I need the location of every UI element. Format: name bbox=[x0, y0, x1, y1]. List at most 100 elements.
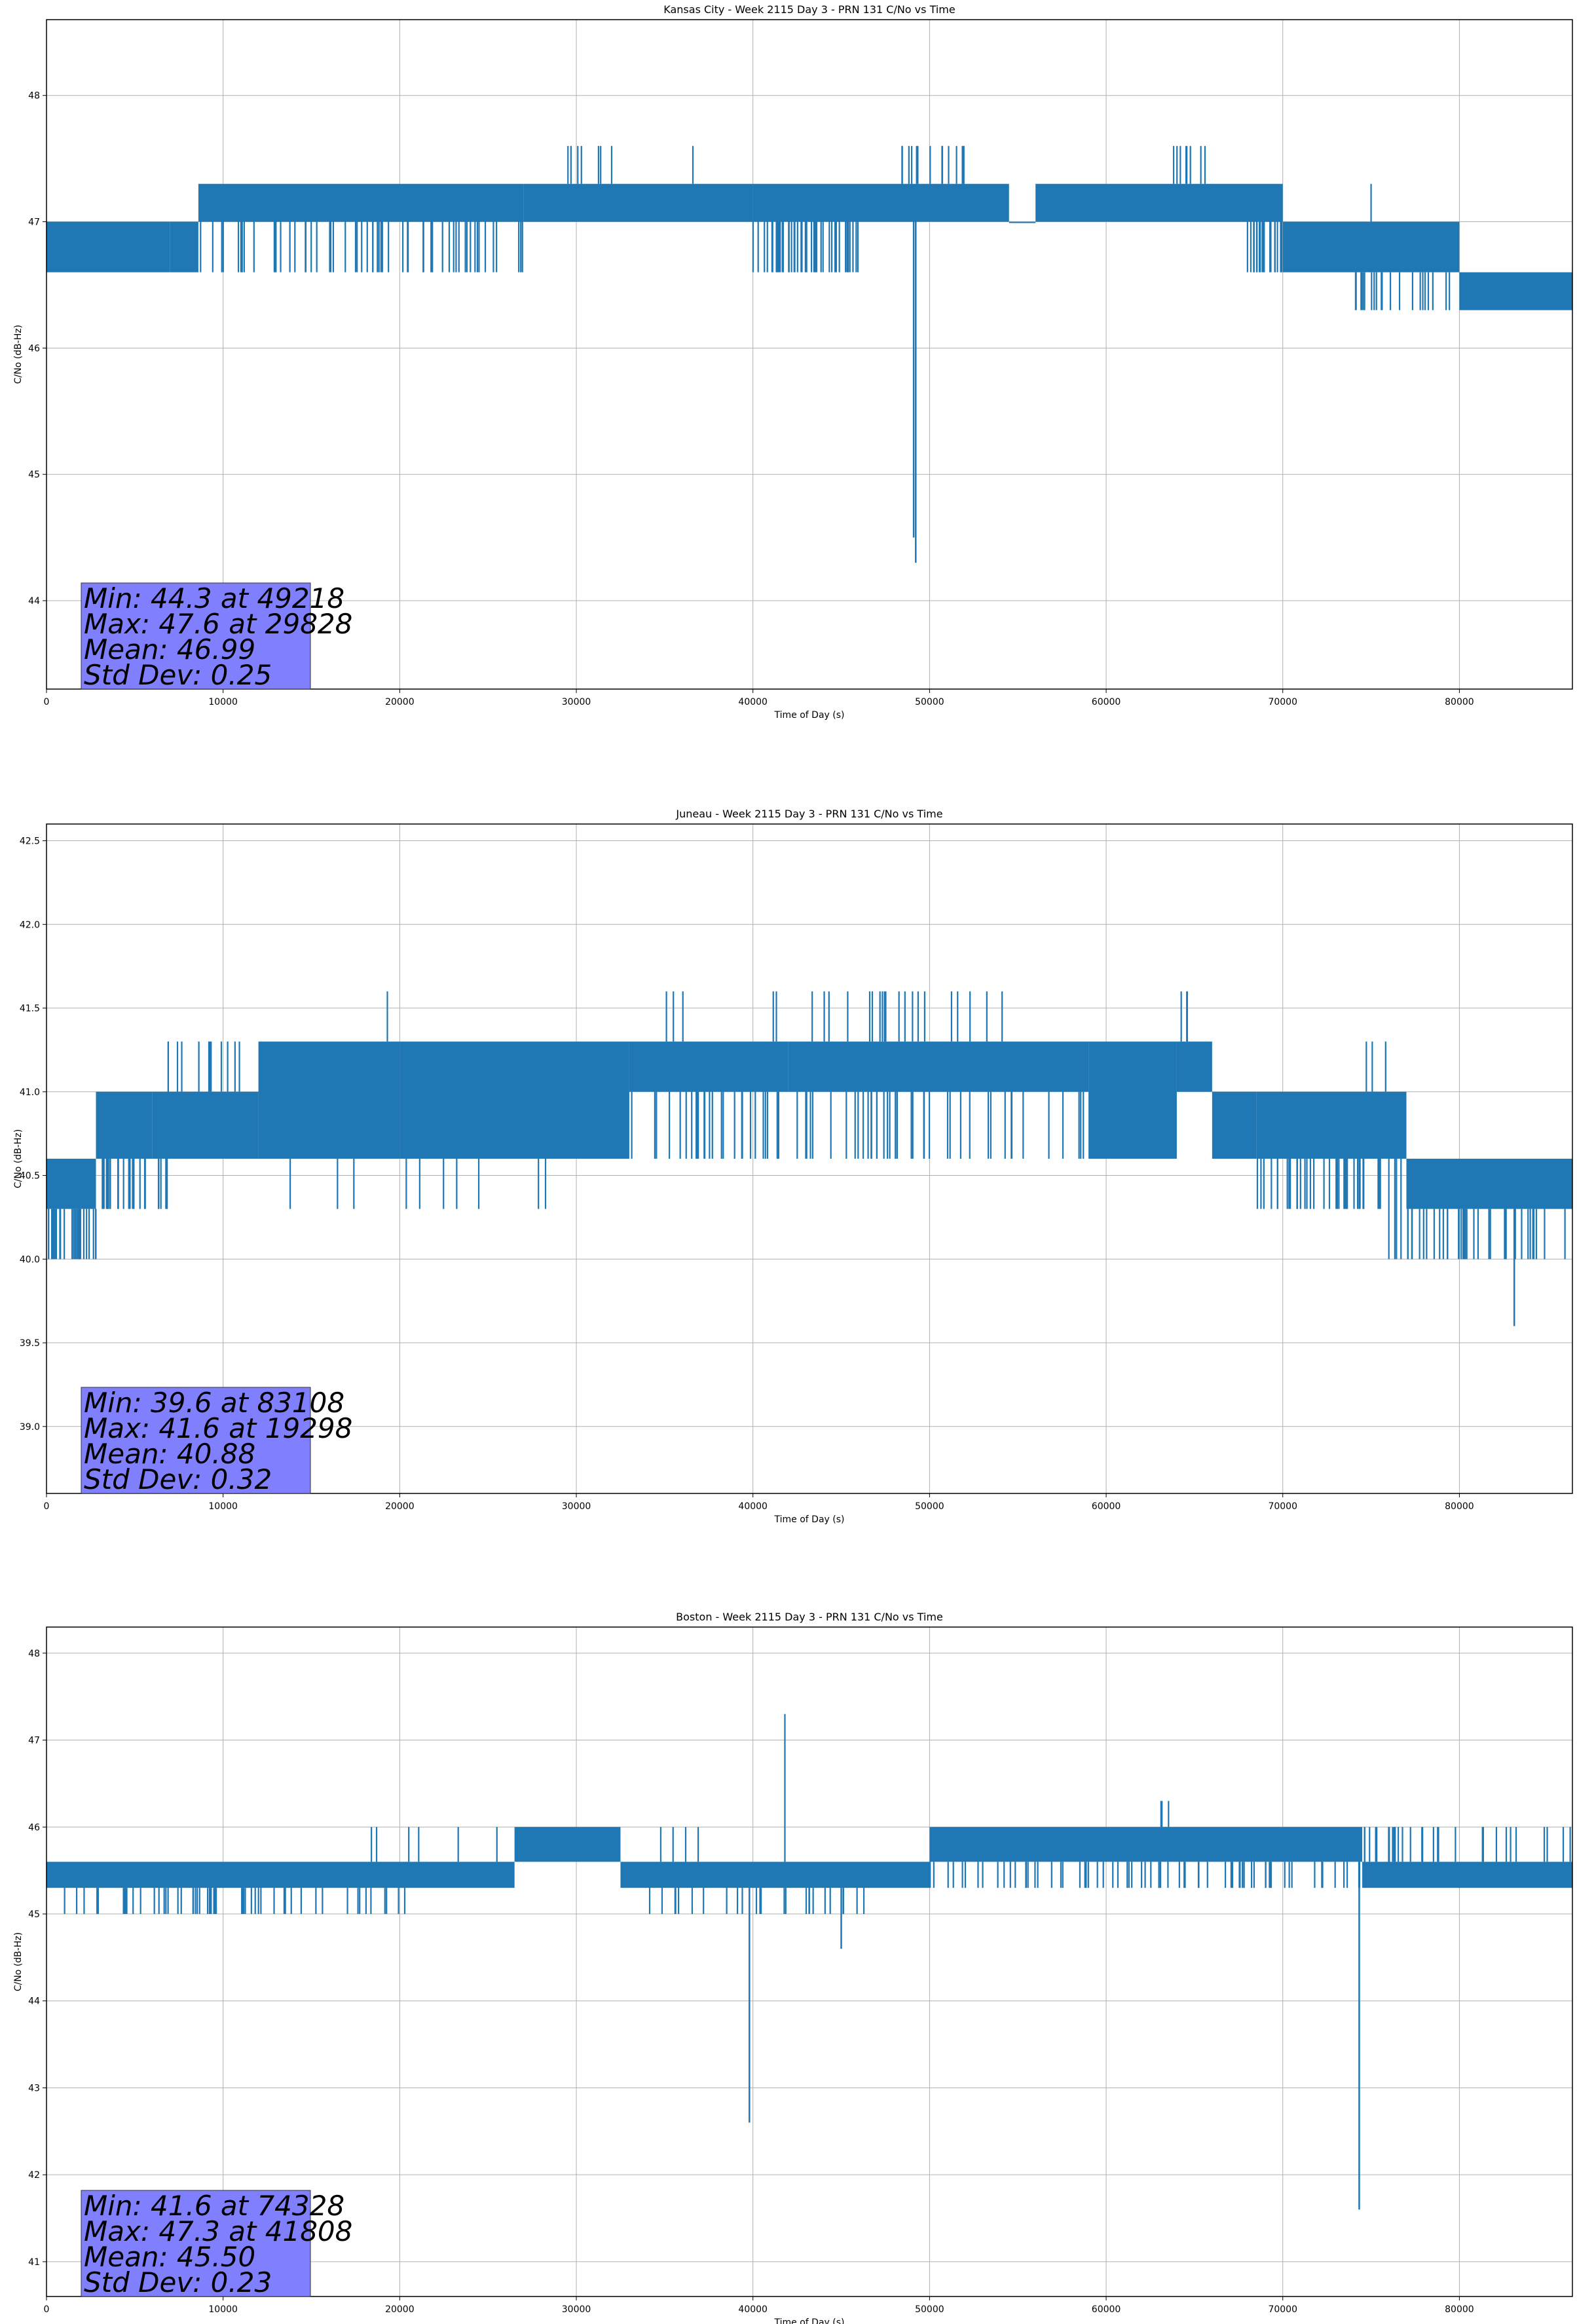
signal-band bbox=[46, 221, 170, 272]
stats-mean: Mean: 46.99 bbox=[84, 633, 255, 665]
x-tick-label: 60000 bbox=[1092, 697, 1121, 707]
stats-box-background bbox=[81, 1387, 311, 1494]
x-tick-label: 40000 bbox=[738, 1501, 768, 1512]
x-tick-label: 60000 bbox=[1092, 1501, 1121, 1512]
y-tick-label: 45 bbox=[28, 1909, 40, 1920]
stats-min: Min: 41.6 at 74328 bbox=[84, 2190, 344, 2222]
y-tick-label: 44 bbox=[28, 1996, 40, 2007]
signal-band bbox=[46, 1159, 96, 1209]
signal-band bbox=[1362, 1862, 1572, 1888]
x-tick-label: 20000 bbox=[385, 697, 415, 707]
signal-band bbox=[1088, 1041, 1177, 1159]
y-tick-label: 45 bbox=[28, 470, 40, 480]
signal-band bbox=[1406, 1159, 1572, 1209]
signal-band bbox=[399, 1041, 629, 1159]
y-axis-label: C/No (dB-Hz) bbox=[13, 1932, 24, 1991]
stats-max: Max: 47.6 at 29828 bbox=[84, 608, 352, 640]
x-tick-label: 30000 bbox=[562, 1501, 591, 1512]
x-tick-label: 70000 bbox=[1268, 697, 1297, 707]
signal-band bbox=[258, 1041, 400, 1159]
y-tick-label: 40.5 bbox=[20, 1171, 40, 1182]
y-tick-label: 39.5 bbox=[20, 1338, 40, 1349]
y-tick-label: 47 bbox=[28, 1736, 40, 1746]
y-axis-label: C/No (dB-Hz) bbox=[13, 325, 24, 384]
x-tick-label: 80000 bbox=[1445, 2304, 1474, 2315]
x-tick-label: 80000 bbox=[1445, 697, 1474, 707]
signal-band bbox=[152, 1091, 259, 1159]
x-tick-label: 0 bbox=[44, 697, 50, 707]
y-tick-label: 39.0 bbox=[20, 1422, 40, 1433]
stats-min: Min: 39.6 at 83108 bbox=[84, 1387, 344, 1419]
signal-band bbox=[859, 183, 1009, 222]
x-axis-label: Time of Day (s) bbox=[774, 710, 845, 721]
stats-mean: Mean: 45.50 bbox=[84, 2241, 255, 2273]
x-tick-label: 20000 bbox=[385, 1501, 415, 1512]
x-tick-label: 50000 bbox=[915, 1501, 944, 1512]
y-axis-label: C/No (dB-Hz) bbox=[13, 1129, 24, 1188]
y-tick-label: 46 bbox=[28, 343, 40, 354]
signal-band bbox=[1212, 1091, 1257, 1159]
stats-min: Min: 44.3 at 49218 bbox=[84, 582, 344, 614]
y-tick-label: 42.0 bbox=[20, 920, 40, 930]
signal-band bbox=[46, 1862, 515, 1888]
x-tick-label: 50000 bbox=[915, 697, 944, 707]
stats-max: Max: 41.6 at 19298 bbox=[84, 1412, 352, 1444]
signal-band bbox=[1176, 1041, 1212, 1092]
x-axis-label: Time of Day (s) bbox=[774, 2317, 845, 2324]
cno-series bbox=[46, 1714, 1572, 2210]
chart-panel-0: 0 10000 20000 30000 40000 50000 60000 70000 8000… bbox=[13, 3, 1573, 721]
x-tick-label: 20000 bbox=[385, 2304, 415, 2315]
y-tick-label: 41.5 bbox=[20, 1003, 40, 1014]
signal-band bbox=[523, 183, 753, 222]
signal-band bbox=[629, 1041, 788, 1092]
x-tick-label: 70000 bbox=[1268, 2304, 1297, 2315]
x-tick-label: 40000 bbox=[738, 2304, 768, 2315]
stats-std-dev: Std Dev: 0.23 bbox=[84, 2266, 272, 2298]
y-tick-label: 47 bbox=[28, 217, 40, 228]
x-tick-label: 30000 bbox=[562, 697, 591, 707]
signal-band bbox=[788, 1041, 1089, 1092]
x-tick-label: 10000 bbox=[208, 697, 238, 707]
cno-series bbox=[46, 145, 1572, 563]
chart-panel-2: 0 10000 20000 30000 40000 50000 60000 70000 8000… bbox=[13, 1611, 1573, 2324]
signal-band bbox=[752, 183, 859, 222]
stats-max: Max: 47.3 at 41808 bbox=[84, 2215, 352, 2247]
x-tick-label: 10000 bbox=[208, 1501, 238, 1512]
y-tick-label: 48 bbox=[28, 91, 40, 102]
axes-frame bbox=[46, 19, 1573, 690]
chart-title: Boston - Week 2115 Day 3 - PRN 131 C/No … bbox=[676, 1611, 943, 1623]
y-tick-label: 42.5 bbox=[20, 836, 40, 847]
stats-mean: Mean: 40.88 bbox=[84, 1438, 255, 1470]
signal-band bbox=[96, 1091, 153, 1159]
signal-band bbox=[514, 1827, 621, 1862]
stats-std-dev: Std Dev: 0.32 bbox=[84, 1463, 272, 1495]
chart-title: Juneau - Week 2115 Day 3 - PRN 131 C/No … bbox=[675, 808, 942, 820]
x-tick-label: 10000 bbox=[208, 2304, 238, 2315]
y-tick-label: 42 bbox=[28, 2170, 40, 2181]
x-tick-label: 0 bbox=[44, 1501, 50, 1512]
x-tick-label: 40000 bbox=[738, 697, 768, 707]
y-tick-label: 43 bbox=[28, 2083, 40, 2093]
signal-band bbox=[620, 1862, 930, 1888]
x-axis-label: Time of Day (s) bbox=[774, 1514, 845, 1525]
signal-band bbox=[1282, 221, 1460, 272]
y-tick-label: 41.0 bbox=[20, 1087, 40, 1098]
signal-band bbox=[1459, 272, 1572, 310]
y-tick-label: 41 bbox=[28, 2257, 40, 2268]
x-tick-label: 70000 bbox=[1268, 1501, 1297, 1512]
signal-band bbox=[1256, 1091, 1407, 1159]
signal-band bbox=[1035, 183, 1283, 222]
stats-box-background bbox=[81, 2190, 311, 2297]
stats-std-dev: Std Dev: 0.25 bbox=[84, 659, 272, 691]
x-tick-label: 0 bbox=[44, 2304, 50, 2315]
y-tick-label: 46 bbox=[28, 1822, 40, 1833]
chart-title: Kansas City - Week 2115 Day 3 - PRN 131 … bbox=[663, 3, 955, 16]
x-tick-label: 80000 bbox=[1445, 1501, 1474, 1512]
cno-series bbox=[46, 991, 1572, 1326]
y-tick-label: 44 bbox=[28, 596, 40, 607]
signal-band bbox=[170, 221, 198, 272]
